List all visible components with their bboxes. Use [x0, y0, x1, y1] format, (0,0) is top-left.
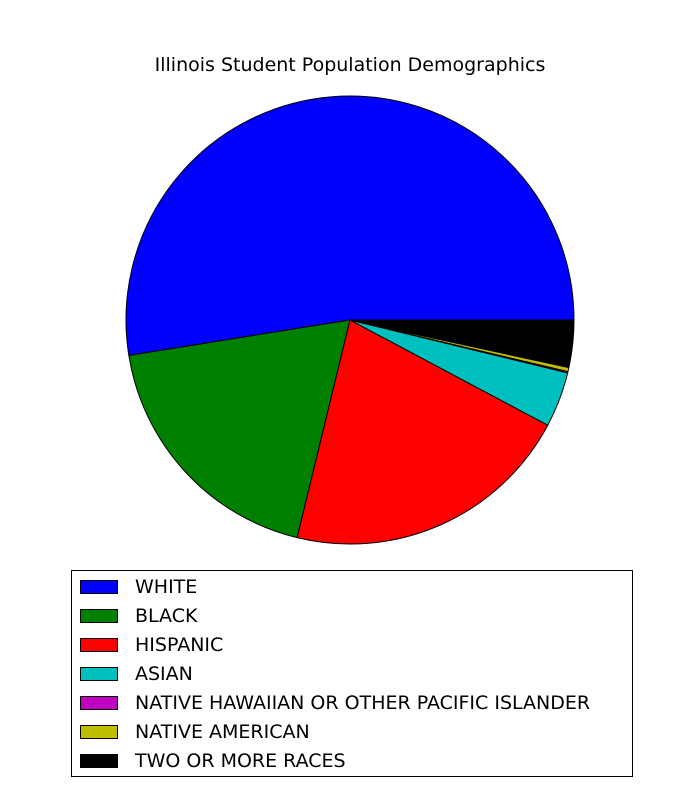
legend-label: TWO OR MORE RACES — [135, 750, 346, 772]
legend-item: NATIVE HAWAIIAN OR OTHER PACIFIC ISLANDE… — [80, 692, 590, 714]
legend-label: NATIVE HAWAIIAN OR OTHER PACIFIC ISLANDE… — [135, 692, 591, 714]
pie-slices — [125, 95, 575, 545]
legend-swatch — [80, 725, 118, 739]
pie-slice-white — [125, 95, 575, 356]
legend-label: BLACK — [135, 605, 198, 627]
legend-item: HISPANIC — [80, 634, 223, 656]
legend-swatch — [80, 696, 118, 710]
legend-swatch — [80, 667, 118, 681]
pie-slice-black — [128, 319, 351, 539]
legend-swatch — [80, 754, 118, 768]
chart-title: Illinois Student Population Demographics — [154, 54, 546, 76]
pie-slice-two-or-more-races — [349, 319, 575, 369]
legend-item: ASIAN — [80, 663, 193, 685]
legend-swatch — [80, 638, 118, 652]
legend-label: ASIAN — [135, 663, 193, 685]
legend-item: BLACK — [80, 605, 197, 627]
pie-slice-hispanic — [296, 319, 549, 545]
legend-label: WHITE — [135, 576, 198, 598]
legend-item: WHITE — [80, 576, 197, 598]
legend-label: HISPANIC — [135, 634, 224, 656]
legend-label: NATIVE AMERICAN — [135, 721, 310, 743]
legend-item: NATIVE AMERICAN — [80, 721, 310, 743]
legend-swatch — [80, 580, 118, 594]
legend-swatch — [80, 609, 118, 623]
legend: WHITE BLACK HISPANIC ASIAN NATIVE HAWAIIAN O… — [71, 570, 633, 777]
pie-chart — [125, 95, 575, 545]
legend-item: TWO OR MORE RACES — [80, 750, 346, 772]
